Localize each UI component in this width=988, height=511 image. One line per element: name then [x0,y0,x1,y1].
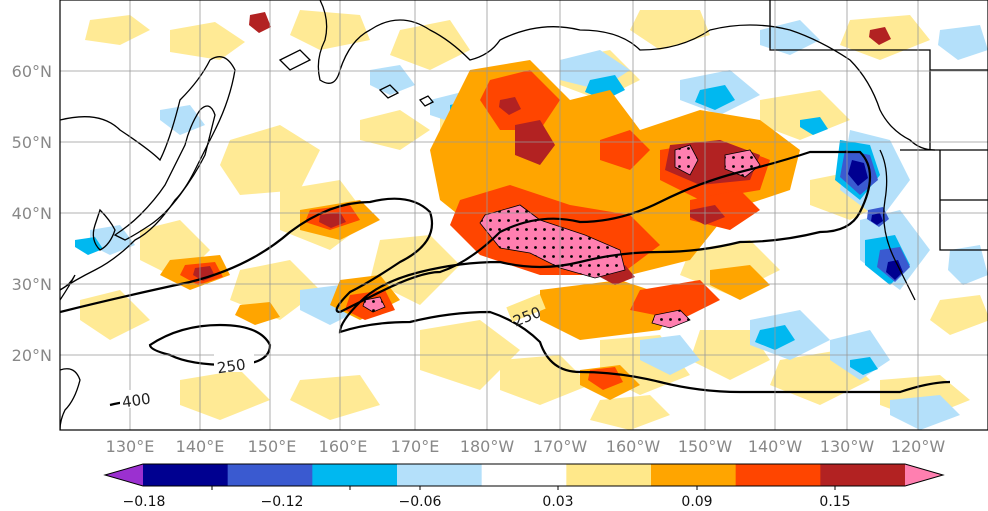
map-plot-area: 250 250 400 [60,0,988,430]
lon-label-170e: 170°E [391,437,440,456]
contour-label-group: 250 250 400 [120,293,546,412]
lat-label-50n: 50°N [12,133,52,152]
lat-label-60n: 60°N [12,62,52,81]
colorbar-segment [566,464,652,486]
lon-label-160e: 160°E [319,437,368,456]
colorbar-label-2: −0.06 [399,494,442,510]
colorbar-extend-high [905,464,943,486]
anomaly-extreme-negative [848,160,903,280]
colorbar-label-5: 0.15 [819,494,850,510]
lon-label-160w: 160°W [606,437,661,456]
lat-label-20n: 20°N [12,346,52,365]
colorbar-segment [227,464,313,486]
colorbar-ticks [211,486,836,490]
lon-label-150w: 150°W [678,437,733,456]
colorbar-segment [397,464,483,486]
lon-label-140e: 140°E [176,437,225,456]
coastlines [60,0,988,430]
lon-label-130e: 130°E [106,437,155,456]
colorbar-segment [820,464,906,486]
lon-label-130w: 130°W [820,437,875,456]
lon-label-150e: 150°E [248,437,297,456]
colorbar-extend-low [105,464,143,486]
colorbar-outline [103,463,945,487]
plot-frame [59,0,988,431]
lon-label-170w: 170°W [533,437,588,456]
contour-label-250-b: 250 [216,355,247,377]
colorbar-label-4: 0.09 [681,494,712,510]
lon-label-180w: 180°W [460,437,515,456]
colorbar: −0.18 −0.12 −0.06 0.03 0.09 0.15 [103,463,945,510]
colorbar-segment [143,464,229,486]
latitude-labels: 60°N 50°N 40°N 30°N 20°N [12,62,52,365]
colorbar-segment [481,464,567,486]
lon-label-120w: 120°W [891,437,946,456]
lon-label-140w: 140°W [748,437,803,456]
longitude-labels: 130°E 140°E 150°E 160°E 170°E 180°W 170°… [106,437,946,456]
colorbar-segment [312,464,398,486]
colorbar-label-3: 0.03 [542,494,573,510]
colorbar-label-0: −0.18 [123,494,166,510]
lat-label-40n: 40°N [12,204,52,223]
colorbar-label-1: −0.12 [261,494,304,510]
lat-label-30n: 30°N [12,275,52,294]
colorbar-segment [735,464,821,486]
colorbar-segment [651,464,737,486]
contour-label-400: 400 [121,390,152,412]
